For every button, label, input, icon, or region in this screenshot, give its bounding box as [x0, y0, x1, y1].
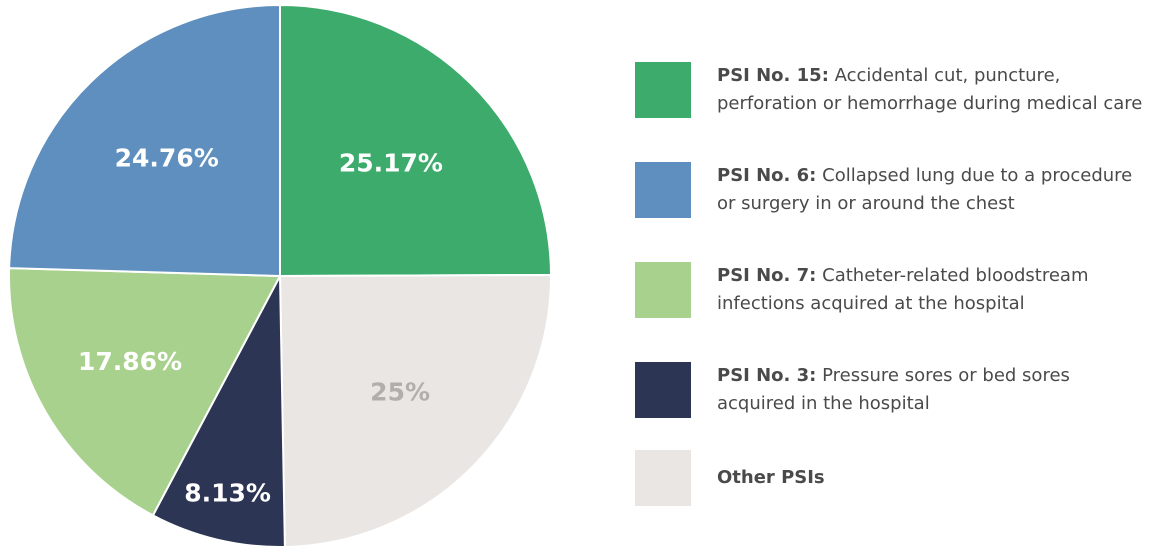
legend-swatch [635, 162, 691, 218]
legend-item: PSI No. 7: Catheter-related bloodstream … [635, 262, 1147, 318]
legend-swatch [635, 362, 691, 418]
legend-description: Pressure sores or bed sores acquired in … [717, 365, 1070, 414]
legend-swatch [635, 62, 691, 118]
pie-slice [151, 272, 286, 546]
legend-swatch [635, 450, 691, 506]
pie-slice [278, 273, 552, 546]
legend-label: PSI No. 6: [717, 165, 817, 186]
legend-text: PSI No. 6: Collapsed lung due to a proce… [717, 162, 1147, 218]
slice-label: 25% [370, 378, 430, 407]
pie-slice [8, 3, 281, 278]
legend-label: PSI No. 15: [717, 65, 829, 86]
legend-description: Collapsed lung due to a procedure or sur… [717, 165, 1133, 214]
legend-description: Accidental cut, puncture, perforation or… [717, 65, 1143, 114]
legend-item: PSI No. 6: Collapsed lung due to a proce… [635, 162, 1147, 218]
slice-label: 25.17% [339, 149, 443, 178]
legend-text: PSI No. 3: Pressure sores or bed sores a… [717, 362, 1147, 418]
legend-item: Other PSIs [635, 450, 1147, 506]
pie-chart: 25.17% 25% 8.13% 17.86% 24.76% [8, 3, 553, 546]
legend-label: Other PSIs [717, 467, 825, 488]
slice-label: 17.86% [78, 347, 182, 376]
slice-label: 8.13% [184, 479, 271, 508]
legend-text: Other PSIs [717, 464, 1147, 492]
legend-label: PSI No. 7: [717, 265, 817, 286]
pie-slice [8, 267, 282, 517]
legend-item: PSI No. 15: Accidental cut, puncture, pe… [635, 62, 1147, 118]
legend-text: PSI No. 7: Catheter-related bloodstream … [717, 262, 1147, 318]
legend-description: Catheter-related bloodstream infections … [717, 265, 1089, 314]
pie-slice [279, 3, 553, 278]
legend-item: PSI No. 3: Pressure sores or bed sores a… [635, 362, 1147, 418]
legend-label: PSI No. 3: [717, 365, 817, 386]
legend-swatch [635, 262, 691, 318]
slice-label: 24.76% [115, 143, 219, 172]
legend-text: PSI No. 15: Accidental cut, puncture, pe… [717, 62, 1147, 118]
